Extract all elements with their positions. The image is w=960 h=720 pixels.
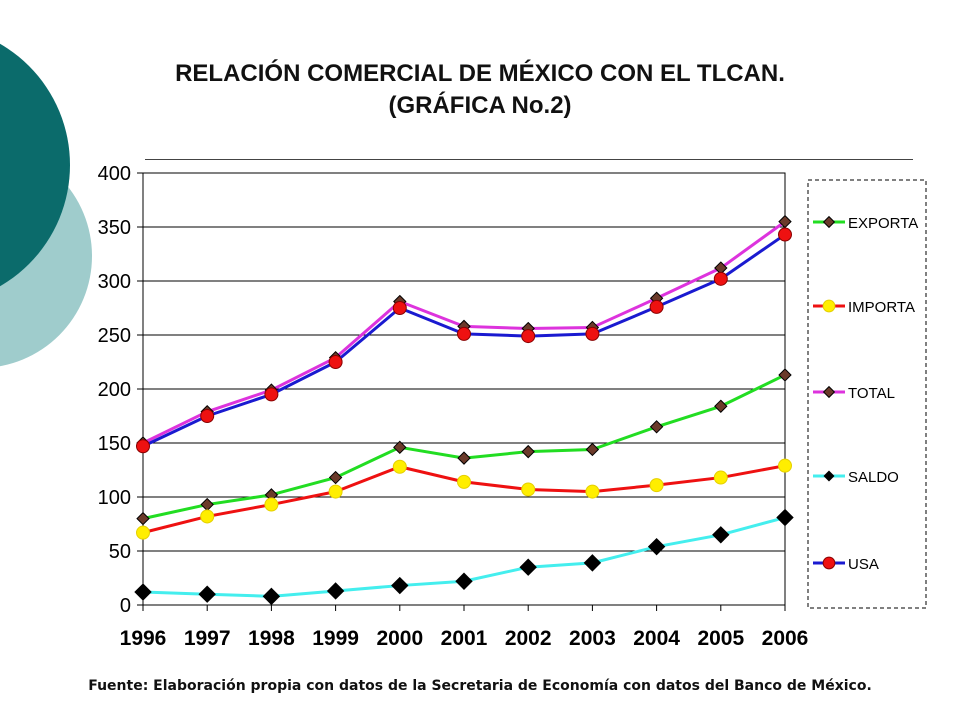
point-importa-2000 (392, 459, 407, 474)
point-importa-2004 (649, 478, 664, 493)
point-usa-1999 (328, 355, 343, 369)
point-saldo-1996 (134, 583, 152, 601)
point-exporta-1997 (200, 497, 214, 512)
point-saldo-1999 (326, 582, 345, 600)
chart-title-block: RELACIÓN COMERCIAL DE MÉXICO CON EL TLCA… (140, 58, 820, 122)
y-tick-label: 350 (98, 217, 131, 239)
legend-label-total: TOTAL (848, 385, 895, 402)
legend-marker-importa (822, 299, 836, 313)
legend-marker-total (822, 385, 836, 399)
point-saldo-2004 (647, 537, 666, 556)
point-importa-1998 (264, 497, 279, 512)
point-usa-2001 (457, 326, 471, 341)
y-tick-label: 100 (98, 487, 131, 509)
point-importa-2002 (521, 482, 536, 497)
source-footer: Fuente: Elaboración propia con datos de … (88, 678, 872, 694)
y-tick-label: 0 (120, 595, 131, 617)
x-tick-label: 2003 (569, 627, 616, 650)
y-tick-label: 300 (98, 271, 131, 293)
x-tick-label: 1998 (248, 627, 295, 650)
point-importa-2005 (713, 470, 728, 485)
point-saldo-2003 (583, 554, 602, 572)
point-usa-2003 (585, 326, 600, 341)
point-importa-2001 (457, 474, 471, 489)
y-tick-label: 50 (109, 541, 131, 563)
legend-label-saldo: SALDO (848, 469, 899, 486)
x-tick-label: 2000 (376, 627, 423, 650)
point-saldo-1997 (198, 585, 216, 603)
decorative-circle-dark (0, 43, 70, 287)
point-usa-1996 (136, 439, 150, 454)
point-saldo-2001 (455, 572, 473, 590)
point-exporta-2006 (778, 368, 792, 382)
point-importa-1996 (136, 525, 150, 540)
legend-label-usa: USA (848, 556, 879, 573)
x-tick-label: 2004 (633, 627, 680, 650)
legend-marker-usa (822, 556, 836, 570)
y-tick-label: 150 (98, 433, 131, 455)
x-tick-label: 2005 (697, 627, 744, 650)
x-tick-label: 2001 (441, 627, 488, 650)
x-tick-label: 2002 (505, 627, 552, 650)
point-exporta-2002 (521, 444, 535, 459)
legend-label-exporta: EXPORTA (848, 215, 918, 232)
point-saldo-2002 (519, 558, 537, 576)
point-importa-1997 (200, 509, 215, 524)
point-usa-1997 (200, 409, 215, 423)
point-exporta-2001 (457, 451, 471, 465)
point-usa-1998 (264, 387, 279, 402)
point-saldo-2005 (712, 526, 730, 544)
x-tick-label: 1997 (184, 627, 231, 650)
x-tick-label: 2006 (762, 627, 809, 650)
point-usa-2005 (713, 271, 728, 286)
y-tick-label: 250 (98, 325, 131, 347)
point-usa-2004 (649, 299, 664, 314)
point-exporta-2003 (585, 442, 600, 457)
chart-subtitle: (GRÁFICA No.2) (388, 92, 572, 119)
legend-box (807, 179, 927, 609)
point-saldo-2006 (776, 508, 794, 527)
chart-title: RELACIÓN COMERCIAL DE MÉXICO CON EL TLCA… (175, 60, 785, 87)
point-exporta-2000 (393, 440, 407, 455)
point-importa-1999 (328, 484, 343, 499)
point-importa-2003 (585, 484, 600, 499)
title-divider (145, 159, 913, 160)
x-tick-label: 1999 (312, 627, 359, 650)
legend-marker-saldo (823, 470, 835, 482)
legend-label-importa: IMPORTA (848, 299, 915, 316)
point-saldo-2000 (391, 576, 409, 595)
point-usa-2002 (521, 329, 536, 344)
point-exporta-2004 (649, 420, 664, 434)
point-exporta-1996 (136, 511, 150, 526)
legend-marker-exporta (822, 215, 836, 229)
y-tick-label: 400 (98, 163, 131, 185)
point-exporta-2005 (714, 399, 728, 413)
y-tick-label: 200 (98, 379, 131, 401)
x-tick-label: 1996 (120, 627, 167, 650)
point-usa-2006 (778, 227, 792, 242)
point-usa-2000 (392, 301, 407, 315)
point-exporta-1999 (328, 470, 343, 485)
point-saldo-1998 (262, 587, 281, 606)
point-importa-2006 (778, 458, 792, 473)
